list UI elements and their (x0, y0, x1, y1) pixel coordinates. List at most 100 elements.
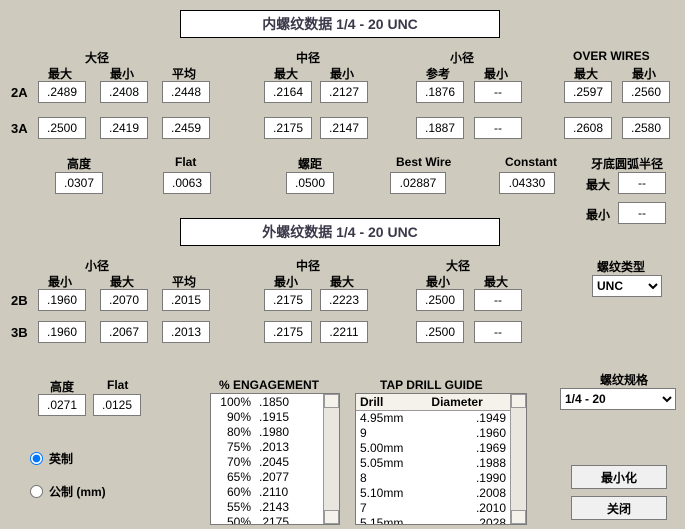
scroll-down-icon[interactable] (511, 510, 526, 524)
group-pitch2: 中径 (296, 257, 320, 274)
col2-pitmin: 最小 (274, 273, 298, 290)
v-3B-majmax: -- (474, 321, 522, 343)
group-pitch: 中径 (296, 49, 320, 66)
tap-row[interactable]: 4.95mm.1949 (356, 410, 510, 425)
v-3B-minmin: .1960 (38, 321, 86, 343)
close-button-label: 关闭 (607, 502, 631, 516)
scroll-up-icon[interactable] (324, 394, 339, 408)
tap-diameter: .1990 (427, 470, 510, 485)
tap-diameter: .1949 (427, 410, 510, 425)
v-height2: .0271 (38, 394, 86, 416)
radio-imperial[interactable]: 英制 (30, 450, 73, 467)
scroll-down-icon[interactable] (324, 510, 339, 524)
col2-minmax: 最大 (110, 273, 134, 290)
col-majmax: 最大 (48, 65, 72, 82)
tap-row[interactable]: 9.1960 (356, 425, 510, 440)
engagement-row[interactable]: 80%.1980 (211, 424, 323, 439)
v-flat: .0063 (163, 172, 211, 194)
col2-majmin: 最小 (426, 273, 450, 290)
header-internal: 内螺纹数据 1/4 - 20 UNC (180, 10, 500, 38)
lbl-threadtype: 螺纹类型 (597, 258, 645, 275)
engagement-val: .2045 (255, 454, 323, 469)
engagement-row[interactable]: 70%.2045 (211, 454, 323, 469)
v-2A-majmax: .2489 (38, 81, 86, 103)
tap-row[interactable]: 7.2010 (356, 500, 510, 515)
group-minor2: 小径 (85, 257, 109, 274)
engagement-pct: 55% (211, 499, 255, 514)
v-2A-minmin: -- (474, 81, 522, 103)
radio-imperial-input[interactable] (30, 452, 43, 465)
row-2A: 2A (11, 85, 28, 100)
minimize-button[interactable]: 最小化 (571, 465, 667, 489)
engagement-val: .2077 (255, 469, 323, 484)
tap-row[interactable]: 5.00mm.1969 (356, 440, 510, 455)
select-threadspec[interactable]: 1/4 - 20 (560, 388, 676, 410)
v-3B-pitmin: .2175 (264, 321, 312, 343)
v-constant: .04330 (499, 172, 555, 194)
tap-col: Diameter (427, 394, 510, 410)
v-3A-owmin: .2580 (622, 117, 670, 139)
group-overwires: OVER WIRES (573, 49, 650, 63)
v-2A-avg: .2448 (162, 81, 210, 103)
lbl-bestwire: Best Wire (396, 155, 451, 169)
engagement-pct: 60% (211, 484, 255, 499)
tap-diameter: .1960 (427, 425, 510, 440)
tap-diameter: .2028 (427, 515, 510, 524)
tap-row[interactable]: 8.1990 (356, 470, 510, 485)
header-external: 外螺纹数据 1/4 - 20 UNC (180, 218, 500, 246)
tap-drill: 8 (356, 470, 427, 485)
col-owmax: 最大 (574, 65, 598, 82)
tap-row[interactable]: 5.05mm.1988 (356, 455, 510, 470)
list-tapdrill[interactable]: DrillDiameter4.95mm.19499.19605.00mm.196… (355, 393, 527, 525)
engagement-pct: 80% (211, 424, 255, 439)
engagement-pct: 65% (211, 469, 255, 484)
close-button[interactable]: 关闭 (571, 496, 667, 520)
lbl-constant: Constant (505, 155, 557, 169)
tap-row[interactable]: 5.10mm.2008 (356, 485, 510, 500)
row-2B: 2B (11, 293, 28, 308)
select-threadtype[interactable]: UNC (592, 275, 662, 297)
engagement-val: .2143 (255, 499, 323, 514)
engagement-row[interactable]: 50%.2175 (211, 514, 323, 524)
v-3A-avg: .2459 (162, 117, 210, 139)
engagement-row[interactable]: 65%.2077 (211, 469, 323, 484)
v-2A-minref: .1876 (416, 81, 464, 103)
v-3B-minmax: .2067 (100, 321, 148, 343)
engagement-row[interactable]: 75%.2013 (211, 439, 323, 454)
scroll-up-icon[interactable] (511, 394, 526, 408)
v-2B-pitmax: .2223 (320, 289, 368, 311)
lbl-threadspec: 螺纹规格 (600, 371, 648, 388)
radio-metric[interactable]: 公制 (mm) (30, 483, 106, 500)
tap-row[interactable]: 5.15mm.2028 (356, 515, 510, 524)
tap-diameter: .2008 (427, 485, 510, 500)
v-pitchd: .0500 (286, 172, 334, 194)
v-3A-pitmin: .2147 (320, 117, 368, 139)
v-rootmax: -- (618, 172, 666, 194)
tap-diameter: .1988 (427, 455, 510, 470)
col2-avg: 平均 (172, 273, 196, 290)
engagement-row[interactable]: 55%.2143 (211, 499, 323, 514)
engagement-pct: 50% (211, 514, 255, 524)
v-rootmin: -- (618, 202, 666, 224)
v-3A-majmin: .2419 (100, 117, 148, 139)
engagement-val: .2175 (255, 514, 323, 524)
engagement-row[interactable]: 100%.1850 (211, 394, 323, 409)
engagement-row[interactable]: 90%.1915 (211, 409, 323, 424)
col2-pitmax: 最大 (330, 273, 354, 290)
v-flat2: .0125 (93, 394, 141, 416)
v-2A-owmax: .2597 (564, 81, 612, 103)
tap-diameter: .2010 (427, 500, 510, 515)
scrollbar-tapdrill[interactable] (510, 394, 526, 524)
radio-metric-label: 公制 (mm) (49, 483, 106, 500)
lbl-rootmin: 最小 (586, 206, 610, 223)
list-engagement[interactable]: 100%.185090%.191580%.198075%.201370%.204… (210, 393, 340, 525)
group-minor: 小径 (450, 49, 474, 66)
v-3A-pitmax: .2175 (264, 117, 312, 139)
engagement-row[interactable]: 60%.2110 (211, 484, 323, 499)
v-2B-minmax: .2070 (100, 289, 148, 311)
scrollbar-engagement[interactable] (323, 394, 339, 524)
v-3B-majmin: .2500 (416, 321, 464, 343)
lbl-height2: 高度 (50, 378, 74, 395)
radio-metric-input[interactable] (30, 485, 43, 498)
col-minref: 参考 (426, 65, 450, 82)
